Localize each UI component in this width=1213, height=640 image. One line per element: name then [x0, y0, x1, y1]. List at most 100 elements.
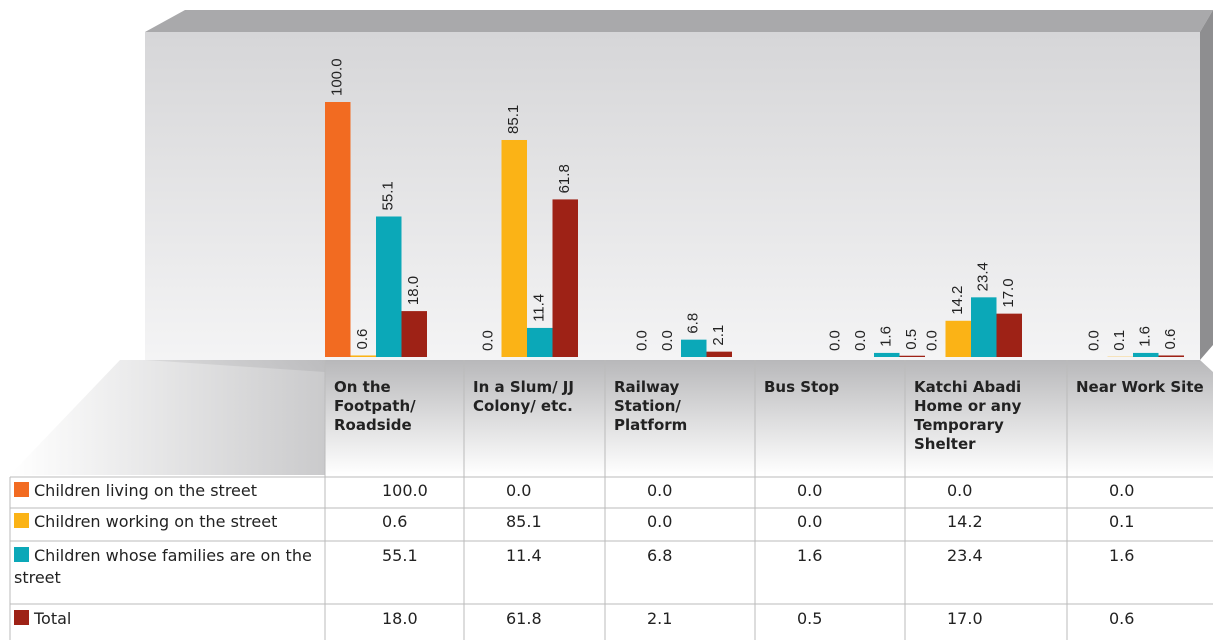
- value-label: 0.6: [354, 329, 371, 350]
- bar: [874, 352, 900, 357]
- category-label: In a Slum/ JJ Colony/ etc.: [473, 378, 598, 416]
- text: Katchi Abadi Home or any Temporary Shelt…: [914, 378, 1022, 453]
- bar: [1158, 355, 1184, 357]
- value-label: 2.1: [710, 325, 727, 346]
- value-label: 0.0: [924, 330, 941, 351]
- category-label: Katchi Abadi Home or any Temporary Shelt…: [914, 378, 1060, 454]
- text: 0.5: [797, 609, 823, 628]
- bar: [996, 313, 1022, 357]
- value-label: 85.1: [505, 105, 522, 134]
- table-value: 6.8: [647, 545, 672, 567]
- bar: [401, 311, 427, 357]
- table-value: 11.4: [506, 545, 542, 567]
- value-label: 0.0: [1086, 330, 1103, 351]
- text: 0.0: [797, 481, 823, 500]
- value-label: 1.6: [1137, 326, 1154, 347]
- value-label: 0.6: [1162, 329, 1179, 350]
- bar: [681, 339, 707, 357]
- table-value: 0.0: [947, 480, 972, 502]
- text: 0.6: [382, 512, 408, 531]
- text: 61.8: [506, 609, 542, 628]
- floor: [145, 360, 1213, 475]
- table-value: 85.1: [506, 511, 542, 533]
- table-value: 55.1: [382, 545, 418, 567]
- text: Railway Station/ Platform: [614, 378, 688, 434]
- bar: [527, 327, 553, 357]
- legend-entry: Children whose families are on the stree…: [14, 545, 314, 589]
- legend-entry: Children living on the street: [14, 480, 314, 502]
- table-value: 23.4: [947, 545, 983, 567]
- table-value: 0.0: [647, 480, 672, 502]
- text: 1.6: [797, 546, 823, 565]
- table-value: 1.6: [1109, 545, 1134, 567]
- legend-label: Total: [34, 609, 72, 628]
- text: 0.0: [797, 512, 823, 531]
- value-label: 0.0: [852, 330, 869, 351]
- value-label: 0.0: [634, 330, 651, 351]
- legend-label: Children whose families are on the stree…: [14, 546, 312, 587]
- text: 2.1: [647, 609, 673, 628]
- text: 23.4: [947, 546, 983, 565]
- table-value: 100.0: [382, 480, 428, 502]
- bar: [501, 139, 527, 357]
- text: 0.0: [947, 481, 973, 500]
- box-side: [1200, 10, 1213, 360]
- bar: [325, 102, 351, 357]
- text: 0.0: [647, 481, 673, 500]
- bar: [350, 355, 376, 357]
- bar: [1133, 352, 1159, 357]
- text: 18.0: [382, 609, 418, 628]
- legend-entry: Children working on the street: [14, 511, 314, 533]
- text: 0.0: [1109, 481, 1135, 500]
- text: 100.0: [382, 481, 428, 500]
- value-label: 61.8: [556, 164, 573, 193]
- value-label: 17.0: [1000, 278, 1017, 307]
- table-value: 0.0: [647, 511, 672, 533]
- text: Bus Stop: [764, 378, 840, 396]
- text: Near Work Site: [1076, 378, 1204, 396]
- value-label: 18.0: [405, 276, 422, 305]
- bar: [706, 351, 732, 357]
- value-label: 100.0: [329, 58, 346, 96]
- text: 0.0: [647, 512, 673, 531]
- value-label: 6.8: [685, 313, 702, 334]
- text: 85.1: [506, 512, 542, 531]
- value-label: 14.2: [949, 286, 966, 315]
- bar: [945, 320, 971, 357]
- text: 0.0: [506, 481, 532, 500]
- text: In a Slum/ JJ Colony/ etc.: [473, 378, 574, 415]
- table-value: 0.6: [382, 511, 407, 533]
- box-top: [145, 10, 1213, 32]
- table-value: 18.0: [382, 608, 418, 630]
- text: 6.8: [647, 546, 673, 565]
- legend-swatch: [14, 513, 29, 528]
- category-label: On the Footpath/ Roadside: [334, 378, 457, 435]
- value-label: 0.1: [1111, 330, 1128, 351]
- legend-swatch: [14, 482, 29, 497]
- table-value: 1.6: [797, 545, 822, 567]
- floor-left: [10, 360, 325, 475]
- back-panel: [145, 32, 1200, 360]
- value-label: 55.1: [380, 181, 397, 210]
- category-label: Bus Stop: [764, 378, 898, 397]
- text: 55.1: [382, 546, 418, 565]
- legend-swatch: [14, 547, 29, 562]
- value-label: 23.4: [975, 262, 992, 291]
- value-label: 11.4: [531, 294, 548, 322]
- bar: [971, 297, 997, 357]
- table-value: 14.2: [947, 511, 983, 533]
- table-value: 0.0: [797, 511, 822, 533]
- value-label: 0.0: [827, 330, 844, 351]
- legend-entry: Total: [14, 608, 314, 630]
- bar: [552, 199, 578, 357]
- text: On the Footpath/ Roadside: [334, 378, 416, 434]
- text: 1.6: [1109, 546, 1135, 565]
- table-value: 0.0: [797, 480, 822, 502]
- text: 17.0: [947, 609, 983, 628]
- legend-label: Children working on the street: [34, 512, 278, 531]
- text: 0.6: [1109, 609, 1135, 628]
- text: 14.2: [947, 512, 983, 531]
- category-label: Near Work Site: [1076, 378, 1206, 397]
